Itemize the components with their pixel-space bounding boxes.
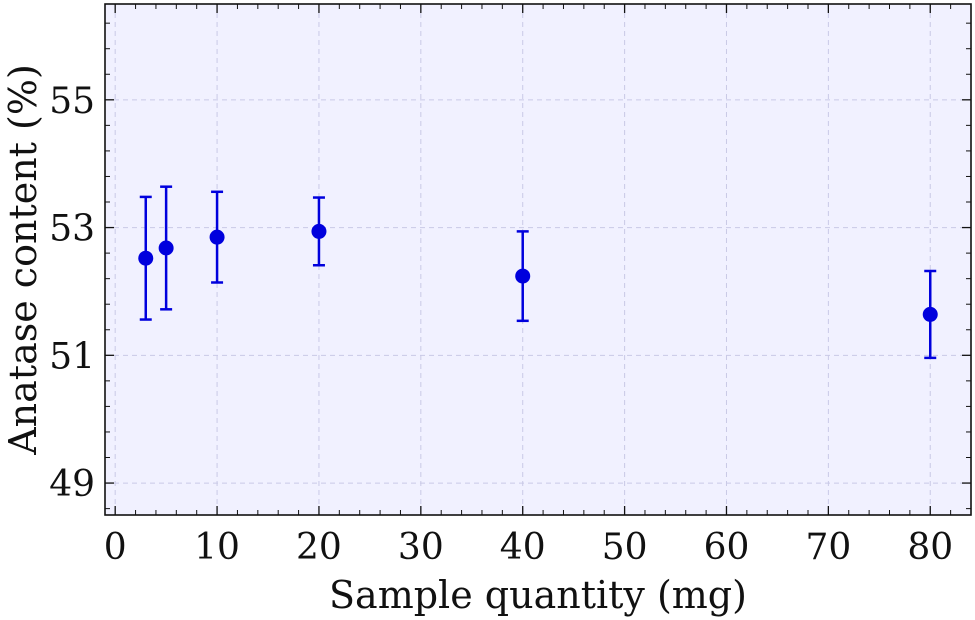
x-tick-label: 30 — [398, 527, 444, 568]
x-tick-label: 80 — [907, 527, 953, 568]
data-point — [311, 223, 327, 239]
y-tick-label: 53 — [49, 209, 95, 250]
x-tick-label: 60 — [704, 527, 750, 568]
data-point — [209, 229, 225, 245]
data-point — [922, 306, 938, 322]
y-tick-labels: 49 51 53 55 — [49, 81, 95, 505]
x-tick-label: 50 — [602, 527, 648, 568]
x-axis-label: Sample quantity (mg) — [329, 573, 747, 617]
x-tick-label: 70 — [805, 527, 851, 568]
minor-ticks — [105, 4, 972, 515]
y-tick-label: 55 — [49, 81, 95, 122]
y-axis-label: Anatase content (%) — [1, 64, 45, 456]
data-point — [158, 240, 174, 256]
major-ticks — [105, 4, 971, 515]
y-tick-label: 49 — [49, 464, 95, 505]
plot-frame — [104, 3, 972, 516]
plot-background — [105, 4, 971, 515]
x-tick-label: 20 — [296, 527, 342, 568]
x-tick-labels: 0 10 20 30 40 50 60 70 80 — [104, 527, 953, 568]
x-tick-label: 10 — [194, 527, 240, 568]
data-points — [138, 223, 938, 322]
y-tick-label: 51 — [49, 336, 95, 377]
x-tick-label: 40 — [500, 527, 546, 568]
data-point — [138, 250, 154, 266]
x-tick-label: 0 — [104, 527, 127, 568]
data-point — [515, 268, 531, 284]
